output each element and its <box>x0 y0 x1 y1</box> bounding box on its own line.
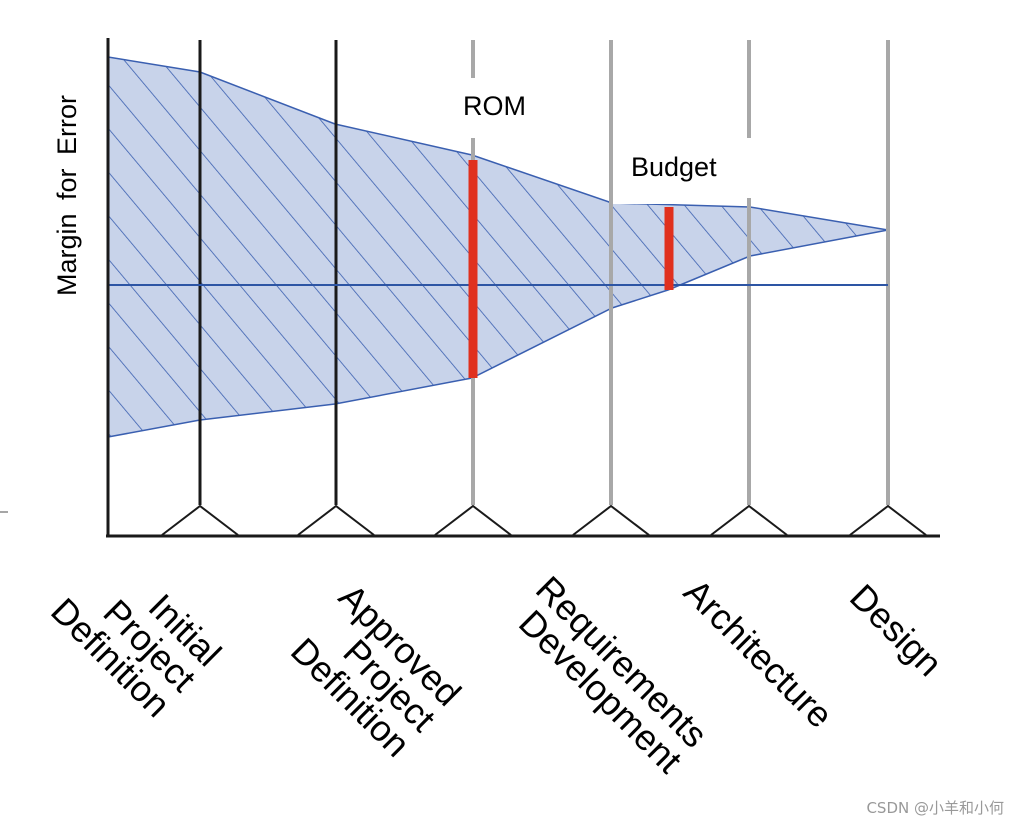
budget-label: Budget <box>631 152 717 182</box>
gate-triangle-2 <box>297 504 375 536</box>
budget-label-box <box>611 138 755 204</box>
uncertainty-band-hatch <box>108 57 888 437</box>
gate-triangle-1 <box>161 504 239 536</box>
y-axis-label: Margin for Error <box>52 94 82 296</box>
gate-triangle-5 <box>710 504 788 536</box>
band-lower-edge <box>107 229 889 438</box>
rom-label: ROM <box>463 91 526 121</box>
gate-triangle-3 <box>434 504 512 536</box>
gate-triangle-4 <box>572 504 650 536</box>
gate-triangle-6 <box>849 504 927 536</box>
watermark: CSDN @小羊和小何 <box>866 799 1004 817</box>
